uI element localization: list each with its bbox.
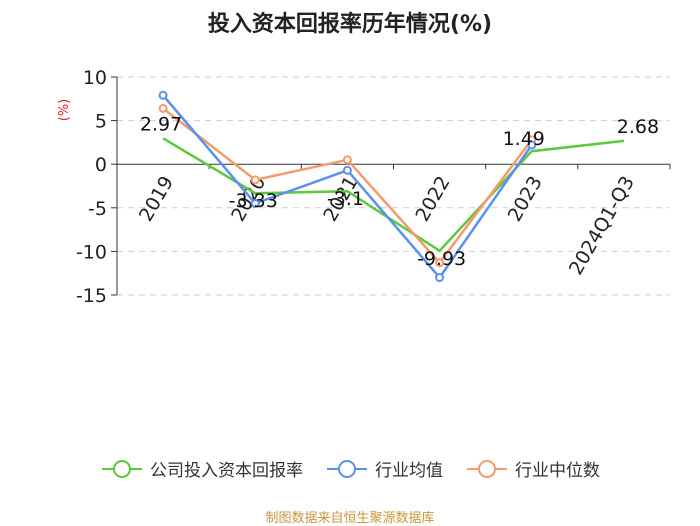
x-tick-label: 2022 [411,172,454,225]
data-label: -3.33 [229,190,278,212]
data-point[interactable] [342,155,352,165]
data-point[interactable] [158,103,168,113]
x-tick-labels: 2019 2020 2021 2022 2023 2024Q1-Q3 [135,172,639,278]
data-point[interactable] [158,90,168,100]
chart-title: 投入资本回报率历年情况(%) [207,12,493,37]
grid-lines [117,76,670,296]
x-tick-label: 2019 [135,172,178,225]
data-point[interactable] [435,258,445,268]
series-1 [158,90,537,283]
data-label: 2.97 [140,113,182,135]
data-point[interactable] [250,175,260,185]
y-axis-label: (%) [57,99,72,122]
data-label: -9.93 [417,248,466,270]
legend-item-industry-median[interactable]: 行业中位数 [465,456,600,481]
y-tick-label: 0 [95,154,107,176]
legend-marker-company [102,459,142,478]
y-tick-labels: 10 5 0 -5 -10 -15 [76,67,107,307]
data-labels: 2.97 -3.33 -3.1 -9.93 1.49 2.68 [140,113,659,269]
data-label: 2.68 [617,116,659,138]
legend-marker-industry-median [467,459,507,478]
legend-label-company: 公司投入资本回报率 [150,461,303,481]
legend-item-industry-mean[interactable]: 行业均值 [325,456,443,481]
data-label: 1.49 [503,128,545,150]
legend-label-industry-mean: 行业均值 [375,461,443,481]
x-tick-label: 2024Q1-Q3 [565,172,639,278]
source-footer: 制图数据来自恒生聚源数据库 [265,511,435,526]
y-tick-label: 5 [95,111,107,133]
series-lines [158,90,625,283]
legend-item-company[interactable]: 公司投入资本回报率 [100,456,303,481]
y-tick-label: -10 [76,241,107,263]
series-2 [158,103,537,268]
data-point[interactable] [527,140,537,150]
data-point[interactable] [435,273,445,283]
y-tick-label: -15 [76,285,107,307]
y-tick-label: -5 [88,198,107,220]
data-point[interactable] [250,198,260,208]
legend: 公司投入资本回报率 行业均值 行业中位数 [0,456,700,481]
legend-marker-industry-mean [327,459,367,478]
axes [111,76,671,296]
y-tick-label: 10 [83,67,107,89]
data-point[interactable] [342,165,352,175]
legend-label-industry-median: 行业中位数 [515,461,600,481]
data-label: -3.1 [327,188,364,210]
x-tick-label: 2023 [504,172,547,225]
